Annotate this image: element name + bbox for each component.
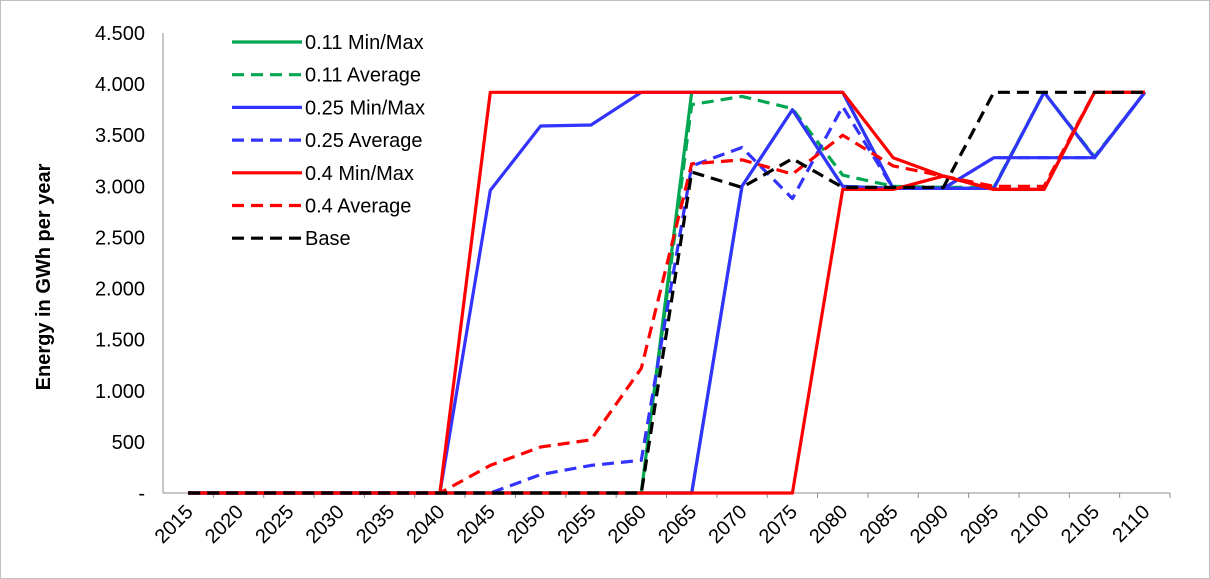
series-line-base xyxy=(188,90,1145,495)
x-tick-label: 2070 xyxy=(705,501,752,548)
y-tick-label: 500 xyxy=(112,432,145,454)
legend-label: 0.25 Min/Max xyxy=(305,97,425,119)
axes: - 500 1.000 1.500 2.000 2.500 3.000 3.500 4.000 4… xyxy=(95,23,1171,548)
series-line-0-11-average xyxy=(188,90,1147,495)
legend-label: 0.4 Min/Max xyxy=(305,163,414,185)
x-tick-label: 2020 xyxy=(201,501,248,548)
x-tick-label: 2055 xyxy=(553,501,600,548)
x-tick-label: 2050 xyxy=(503,501,550,548)
y-tick-label: 1.000 xyxy=(95,381,145,403)
x-tick-label: 2110 xyxy=(1108,501,1154,547)
legend-label: 0.11 Min/Max xyxy=(305,32,424,54)
legend-label: 0.4 Average xyxy=(305,196,411,218)
x-tick-label: 2030 xyxy=(302,501,349,548)
x-tick-label: 2035 xyxy=(352,501,399,548)
series-lines xyxy=(188,90,1147,495)
x-tick-label: 2060 xyxy=(604,501,651,548)
x-tick-label: 2100 xyxy=(1007,501,1054,548)
y-tick-label: 1.500 xyxy=(95,330,145,352)
x-tick-label: 2025 xyxy=(251,501,298,548)
x-tick-label: 2085 xyxy=(856,501,903,548)
x-tick-label: 2105 xyxy=(1057,501,1104,548)
x-tick-label: 2040 xyxy=(402,501,449,548)
x-tick-label: 2015 xyxy=(151,501,198,548)
x-tick-label: 2095 xyxy=(956,501,1003,548)
x-tick-label: 2045 xyxy=(453,501,500,548)
y-tick-label: 4.500 xyxy=(95,23,145,45)
y-tick-label: 2.500 xyxy=(95,227,145,249)
y-tick-label: 3.000 xyxy=(95,176,145,198)
x-tick-label: 2090 xyxy=(906,501,953,548)
legend-label: Base xyxy=(305,228,351,250)
legend-label: 0.25 Average xyxy=(305,130,423,152)
legend-label: 0.11 Average xyxy=(305,65,421,87)
y-tick-label: 4.000 xyxy=(95,74,145,96)
y-tick-label: 2.000 xyxy=(95,279,145,301)
legend: 0.11 Min/Max 0.11 Average 0.25 Min/Max 0.25… xyxy=(232,32,425,250)
y-axis-title: Energy in GWh per year xyxy=(33,163,55,390)
y-tick-label: 3.500 xyxy=(95,125,145,147)
x-tick-label: 2075 xyxy=(755,501,802,548)
y-tick-label: - xyxy=(138,483,145,505)
x-tick-label: 2080 xyxy=(805,501,852,548)
x-tick-label: 2065 xyxy=(654,501,701,548)
